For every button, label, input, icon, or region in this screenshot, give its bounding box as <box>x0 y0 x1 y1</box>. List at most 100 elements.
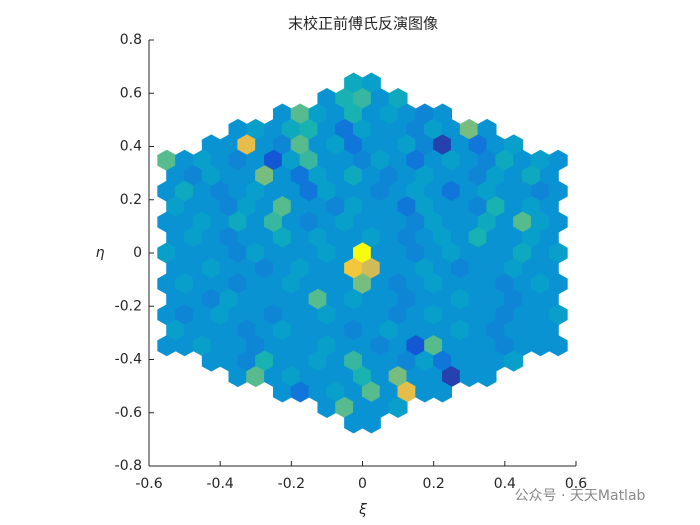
hex-bin <box>370 335 390 357</box>
hex-bin <box>255 257 275 280</box>
hex-bin <box>433 165 453 187</box>
hex-bin <box>175 211 195 233</box>
hex-bin <box>530 304 550 326</box>
hex-bin <box>468 288 488 310</box>
hex-bin <box>513 304 533 326</box>
hex-bin <box>459 304 479 326</box>
hex-bin <box>317 149 337 171</box>
hex-bin <box>441 273 461 295</box>
hex-bin <box>290 196 310 218</box>
watermark: 公众号 · 天天Matlab <box>515 488 646 504</box>
hex-bin <box>397 226 417 249</box>
hex-bin <box>281 365 301 388</box>
hex-bin <box>281 242 301 264</box>
hex-bin <box>353 88 372 110</box>
hex-bin <box>308 288 328 310</box>
hex-bin <box>237 350 257 372</box>
hex-bin <box>486 226 506 249</box>
hex-bin <box>201 288 221 310</box>
hex-bin <box>548 180 568 202</box>
hex-bin <box>495 180 515 202</box>
hex-bin <box>388 118 408 141</box>
hex-bin <box>255 226 275 249</box>
hex-bin <box>388 242 408 264</box>
hex-bin <box>264 304 284 326</box>
hex-bin <box>246 242 266 264</box>
hex-bin <box>513 211 533 233</box>
hex-bin <box>495 335 515 357</box>
hex-bin <box>370 88 390 110</box>
hex-bin <box>290 226 310 249</box>
hex-bin <box>344 226 364 249</box>
hex-bin <box>530 242 550 264</box>
hex-bin <box>406 242 426 264</box>
hex-bin <box>379 288 399 310</box>
hex-bin <box>326 226 346 249</box>
hex-bin <box>433 319 453 341</box>
hex-bin <box>317 365 337 388</box>
hex-bin <box>361 319 381 341</box>
hex-bin <box>299 242 319 264</box>
hex-bin <box>388 273 408 295</box>
hex-bin <box>406 335 426 357</box>
hex-bin <box>255 288 275 310</box>
hex-bin <box>184 165 203 187</box>
hex-bin <box>299 335 319 357</box>
hex-bin <box>388 304 408 326</box>
hex-bin <box>504 196 524 218</box>
hex-bin <box>353 211 372 233</box>
hex-bin <box>335 118 355 141</box>
hex-bin <box>272 257 292 280</box>
hex-bin <box>539 165 559 187</box>
hex-bin <box>175 304 195 326</box>
hex-bin <box>281 118 301 141</box>
hex-bin <box>406 211 426 233</box>
hex-bin <box>246 180 266 202</box>
hex-bin <box>326 134 346 156</box>
hex-bin <box>397 319 417 341</box>
hex-bin <box>388 365 408 388</box>
hex-bin <box>201 165 221 187</box>
hex-bin <box>397 381 417 403</box>
x-tick-label: 0.2 <box>423 476 445 492</box>
hex-bin <box>264 335 284 357</box>
hex-bin <box>201 196 221 218</box>
hex-bin <box>353 149 372 171</box>
hex-bin <box>361 134 381 156</box>
hex-bin <box>468 196 488 218</box>
hex-bin <box>424 180 444 202</box>
hex-bin <box>192 180 212 202</box>
hex-bin <box>522 165 541 187</box>
hex-bin <box>281 211 301 233</box>
hex-bin <box>175 335 195 357</box>
hex-bin <box>388 149 408 171</box>
hex-bin <box>166 288 186 310</box>
hex-bin <box>228 335 248 357</box>
hex-bin <box>317 304 337 326</box>
hex-bin <box>308 196 328 218</box>
y-tick-label: -0.8 <box>115 458 142 474</box>
hex-bin <box>379 226 399 249</box>
hex-bin <box>255 165 275 187</box>
hex-bin <box>264 149 284 171</box>
hex-bin <box>166 165 186 187</box>
hex-bin <box>468 350 488 372</box>
hex-bin <box>246 365 266 388</box>
hex-bin <box>530 335 550 357</box>
hex-bin <box>272 350 292 372</box>
hex-bin <box>166 257 186 280</box>
hex-bin <box>539 257 559 280</box>
hex-bin <box>237 165 257 187</box>
hex-bin <box>344 412 364 434</box>
hex-bin <box>450 350 470 372</box>
hex-bin <box>513 273 533 295</box>
hex-bin <box>255 319 275 341</box>
hex-bin <box>441 180 461 202</box>
hex-bin <box>219 350 239 372</box>
hex-bin <box>495 149 515 171</box>
hex-bin <box>272 134 292 156</box>
hex-bin <box>361 72 381 94</box>
hex-bin <box>406 149 426 171</box>
hex-bin <box>513 335 533 357</box>
